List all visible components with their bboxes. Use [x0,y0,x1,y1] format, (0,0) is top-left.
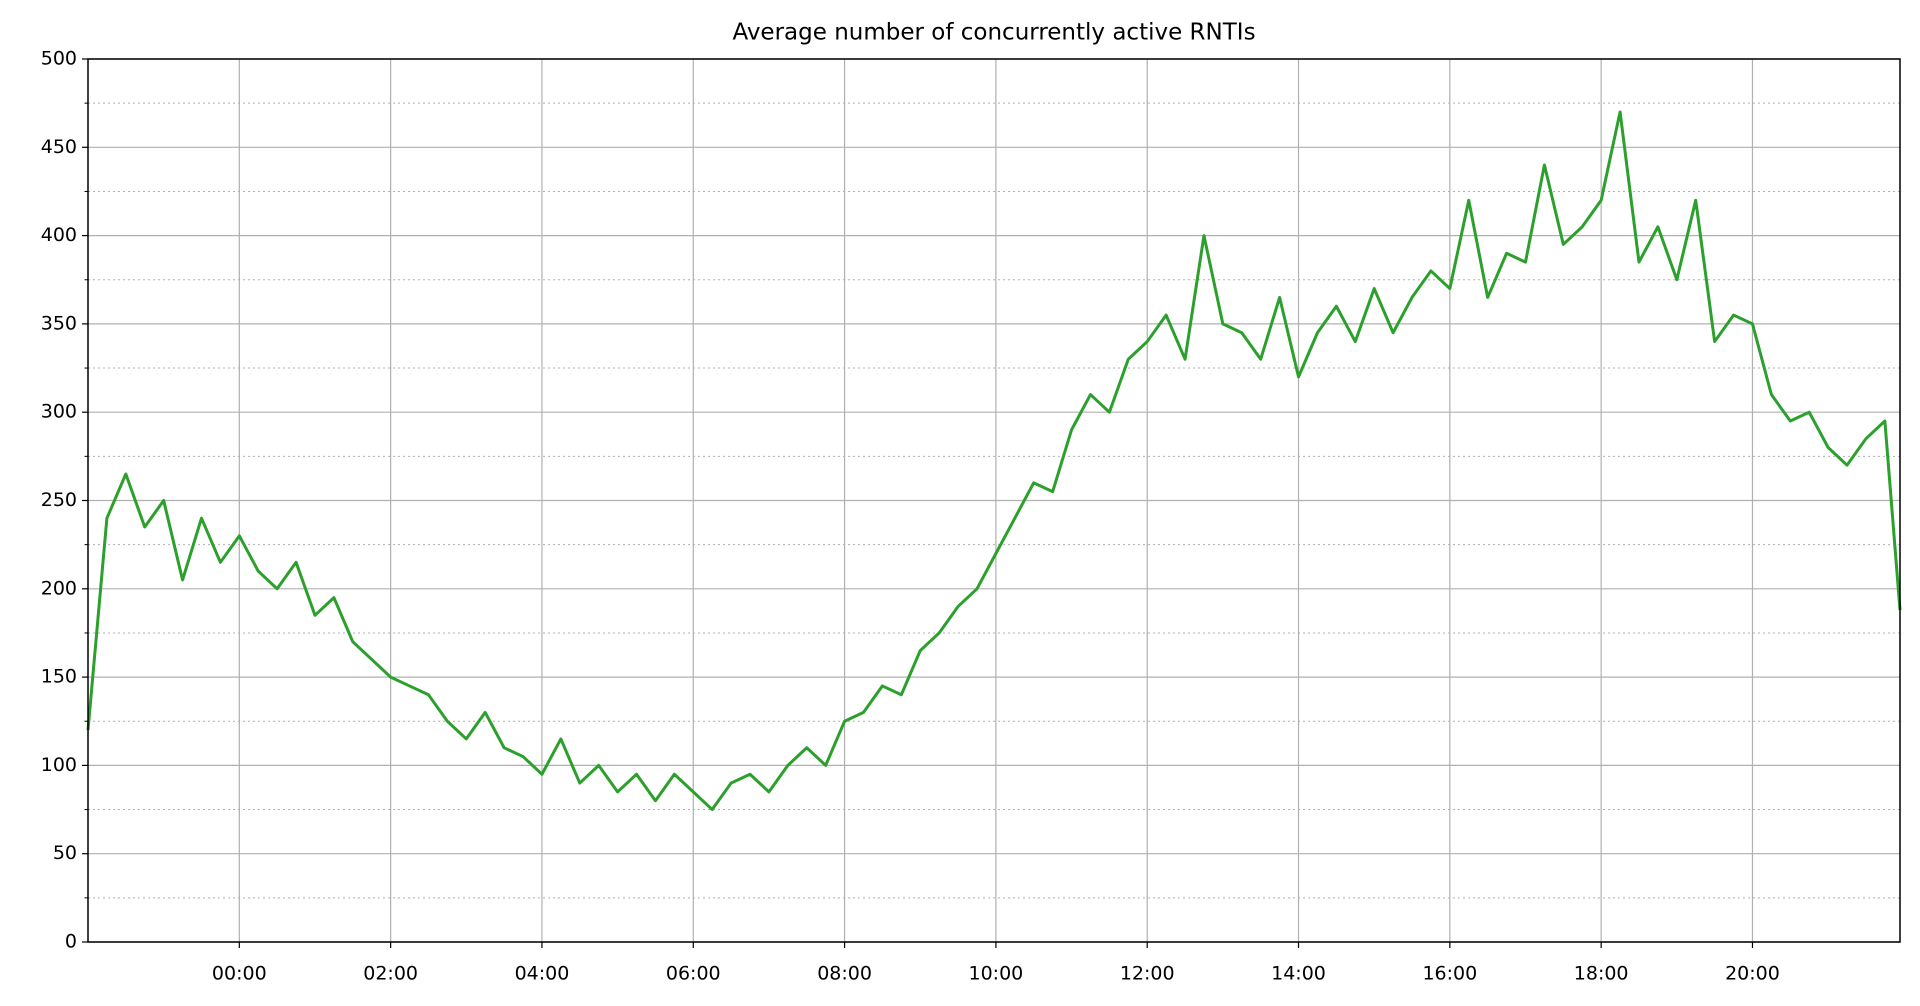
y-tick-label: 300 [41,401,77,423]
grid [88,58,1900,943]
y-tick-label: 400 [41,224,77,246]
x-tick-label: 10:00 [969,963,1024,985]
x-tick-label: 02:00 [363,963,418,985]
x-tick-label: 06:00 [666,963,721,985]
chart-title: Average number of concurrently active RN… [732,20,1255,46]
y-tick-label: 100 [41,754,77,776]
x-tick-label: 20:00 [1725,963,1780,985]
y-tick-label: 50 [53,842,77,864]
x-tick-label: 16:00 [1422,963,1477,985]
x-tick-label: 00:00 [212,963,267,985]
plot-area [86,110,1902,812]
x-tick-label: 14:00 [1271,963,1326,985]
x-tick-label: 12:00 [1120,963,1175,985]
x-tick-label: 04:00 [515,963,570,985]
y-tick-label: 500 [41,48,77,70]
x-tick-label: 08:00 [817,963,872,985]
x-tick-label: 18:00 [1574,963,1629,985]
y-tick-label: 0 [65,931,77,953]
y-tick-label: 250 [41,489,77,511]
y-tick-label: 150 [41,666,77,688]
data-line [86,110,1902,812]
y-tick-label: 200 [41,577,77,599]
y-tick-label: 350 [41,312,77,334]
y-tick-label: 450 [41,136,77,158]
